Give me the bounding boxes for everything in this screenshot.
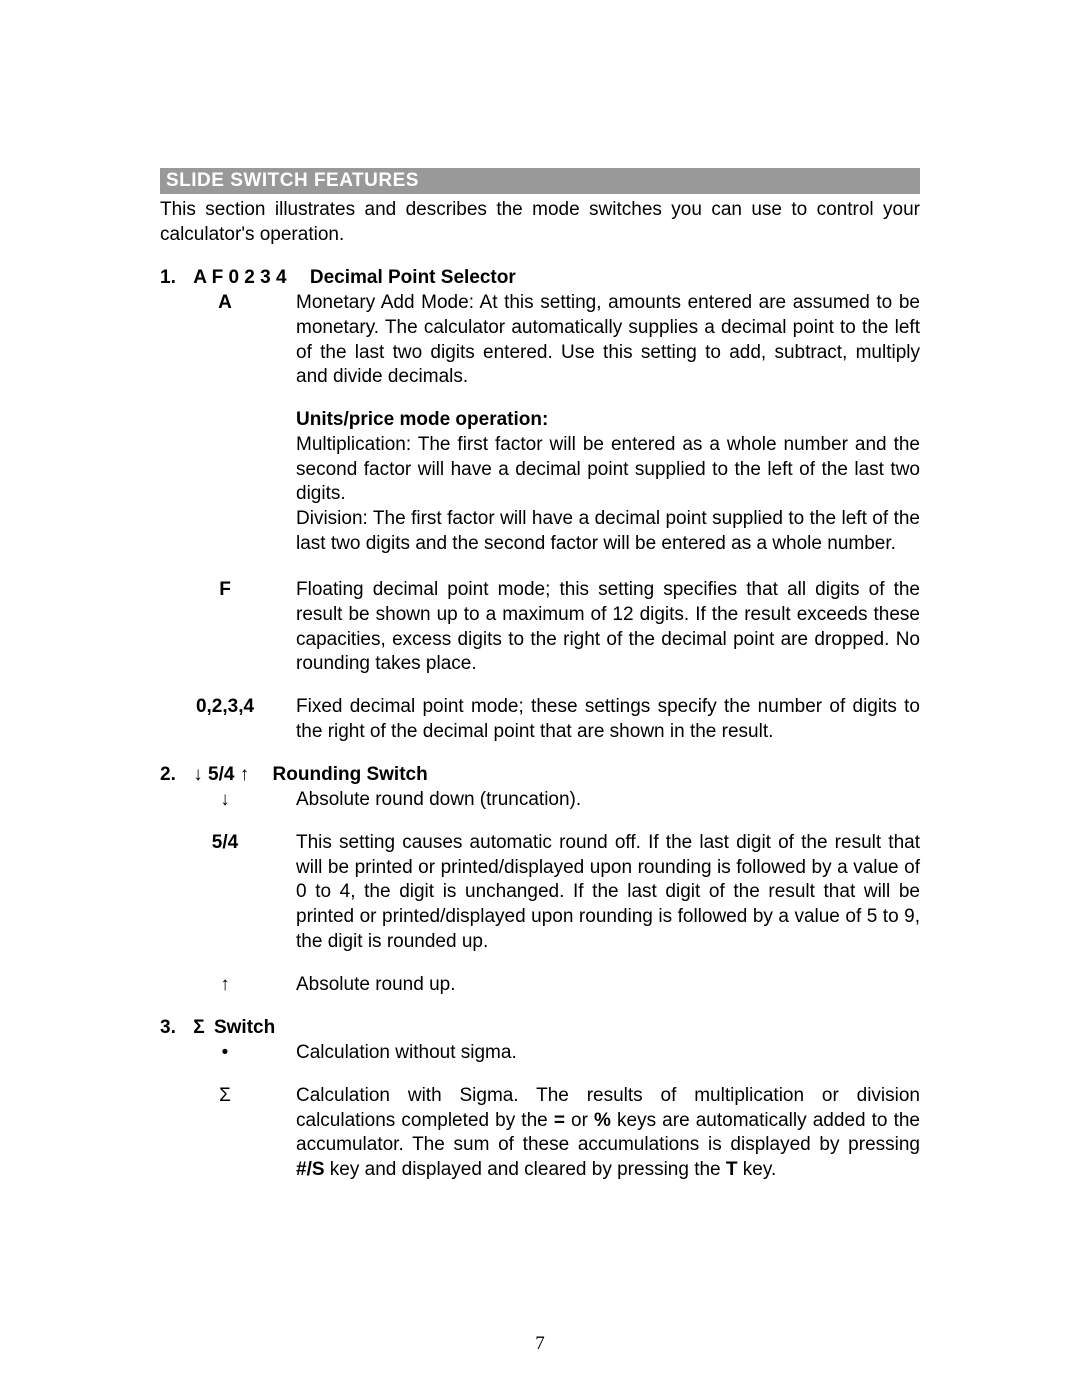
intro-paragraph: This section illustrates and describes t…: [160, 198, 920, 247]
item-3-switch-positions: Σ: [193, 1017, 204, 1039]
entry-up: ↑ Absolute round up.: [160, 973, 920, 998]
entry-0234-key: 0,2,3,4: [160, 695, 296, 744]
entry-A-key: A: [160, 291, 296, 556]
entry-up-body: Absolute round up.: [296, 973, 920, 998]
item-2-heading: 2. ↓ 5/4 ↑ Rounding Switch: [160, 764, 920, 786]
entry-0234: 0,2,3,4 Fixed decimal point mode; these …: [160, 695, 920, 744]
item-3: 3. Σ Switch • Calculation without sigma.…: [160, 1017, 920, 1182]
item-1: 1. A F 0 2 3 4 Decimal Point Selector A …: [160, 267, 920, 744]
sigma-b3: #/S: [296, 1159, 325, 1180]
page-number: 7: [0, 1333, 1080, 1355]
item-3-number: 3.: [160, 1017, 188, 1039]
item-1-number: 1.: [160, 267, 188, 289]
entry-sigma: Σ Calculation with Sigma. The results of…: [160, 1084, 920, 1183]
entry-A: A Monetary Add Mode: At this setting, am…: [160, 291, 920, 556]
item-3-title: Switch: [214, 1017, 275, 1039]
item-3-heading: 3. Σ Switch: [160, 1017, 920, 1039]
item-2-number: 2.: [160, 764, 188, 786]
entry-F-body: Floating decimal point mode; this settin…: [296, 578, 920, 677]
entry-dot-body: Calculation without sigma.: [296, 1041, 920, 1066]
item-2: 2. ↓ 5/4 ↑ Rounding Switch ↓ Absolute ro…: [160, 764, 920, 997]
entry-A-body: Monetary Add Mode: At this setting, amou…: [296, 291, 920, 556]
document-page: SLIDE SWITCH FEATURES This section illus…: [0, 0, 1080, 1183]
entry-dot: • Calculation without sigma.: [160, 1041, 920, 1066]
entry-54: 5/4 This setting causes automatic round …: [160, 831, 920, 954]
section-header: SLIDE SWITCH FEATURES: [160, 168, 920, 194]
entry-down-key: ↓: [160, 788, 296, 813]
sigma-t5: key.: [738, 1159, 777, 1180]
entry-dot-key: •: [160, 1041, 296, 1066]
sigma-t2: or: [565, 1110, 594, 1131]
entry-F-key: F: [160, 578, 296, 677]
entry-F: F Floating decimal point mode; this sett…: [160, 578, 920, 677]
sigma-b4: T: [726, 1159, 738, 1180]
units-price-mult: Multiplication: The first factor will be…: [296, 433, 920, 507]
entry-down: ↓ Absolute round down (truncation).: [160, 788, 920, 813]
entry-sigma-key: Σ: [160, 1084, 296, 1183]
entry-sigma-body: Calculation with Sigma. The results of m…: [296, 1084, 920, 1183]
item-2-title: Rounding Switch: [273, 764, 428, 786]
entry-54-body: This setting causes automatic round off.…: [296, 831, 920, 954]
entry-A-text: Monetary Add Mode: At this setting, amou…: [296, 292, 920, 387]
sigma-b1: =: [554, 1110, 565, 1131]
sigma-b2: %: [594, 1110, 611, 1131]
entry-0234-body: Fixed decimal point mode; these settings…: [296, 695, 920, 744]
units-price-heading: Units/price mode operation:: [296, 408, 920, 433]
item-2-switch-positions: ↓ 5/4 ↑: [193, 764, 249, 786]
units-price-div: Division: The first factor will have a d…: [296, 507, 920, 556]
sigma-t4: key and displayed and cleared by pressin…: [325, 1159, 726, 1180]
item-1-switch-positions: A F 0 2 3 4: [193, 267, 286, 289]
item-1-heading: 1. A F 0 2 3 4 Decimal Point Selector: [160, 267, 920, 289]
entry-54-key: 5/4: [160, 831, 296, 954]
entry-down-body: Absolute round down (truncation).: [296, 788, 920, 813]
entry-up-key: ↑: [160, 973, 296, 998]
item-1-title: Decimal Point Selector: [310, 267, 516, 289]
